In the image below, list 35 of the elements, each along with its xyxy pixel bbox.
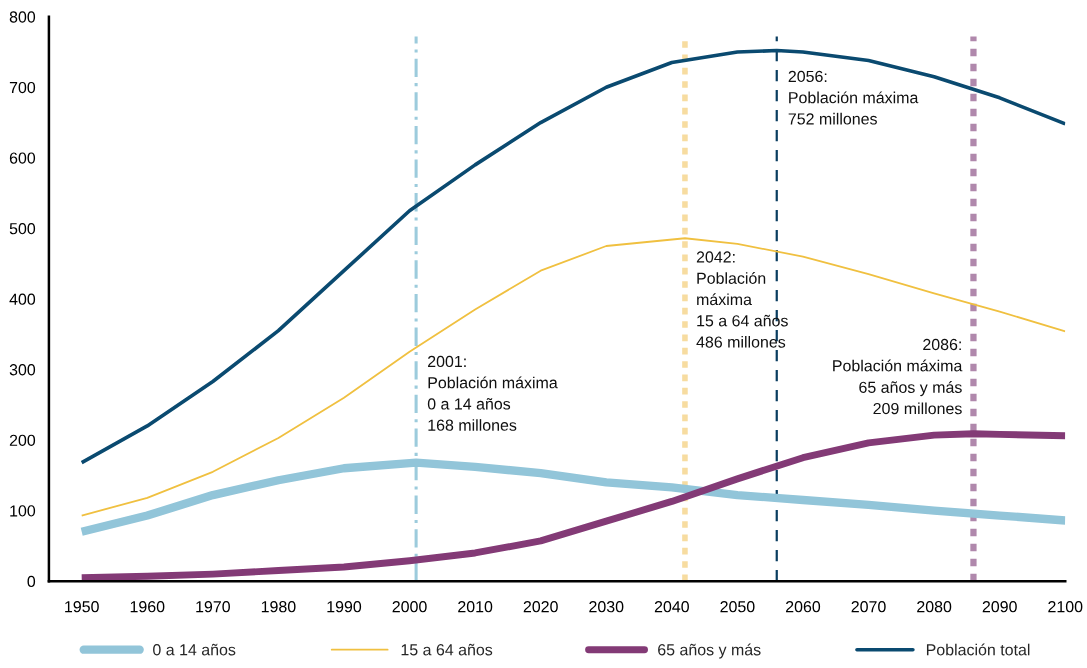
x-tick-label: 2020 [523,601,558,613]
x-tick-label: 2010 [458,601,493,613]
ref-line-label: 2042: Población máxima 15 a 64 años 486 millones [696,251,788,348]
x-tick-label: 1960 [130,601,165,613]
ref-line-label: 2001: Población máxima 0 a 14 años 168 millones [427,355,558,431]
x-tick-label: 2030 [589,601,624,613]
y-tick-label: 100 [10,505,36,517]
legend-label: Población total [926,643,1030,656]
x-tick-label: 2060 [786,601,821,613]
x-tick-label: 1970 [196,601,230,613]
x-tick-label: 2100 [1048,601,1083,613]
y-tick-label: 700 [9,81,36,94]
y-tick-label: 800 [9,11,36,23]
line-series [79,48,1066,465]
x-tick-label: 1950 [65,601,99,613]
y-tick-label: 0 [27,575,36,588]
y-tick-label: 200 [9,434,36,446]
x-tick-label: 1980 [261,601,296,613]
x-tick-label: 2040 [654,601,689,613]
x-tick-label: 2000 [392,601,427,613]
y-tick-label: 400 [9,293,36,305]
x-tick-label: 2080 [917,601,952,613]
x-tick-label: 2090 [982,601,1017,613]
x-tick-label: 2050 [720,601,755,613]
y-tick-label: 500 [9,223,36,235]
x-tick-label: 2070 [851,601,886,613]
line-series [80,237,1066,517]
y-tick-label: 600 [9,152,36,164]
x-tick-label: 1990 [327,601,362,613]
y-tick-label: 300 [9,364,36,376]
legend-label: 65 años y más [658,643,761,659]
legend-label: 0 a 14 años [153,643,236,656]
ref-line-label: 2056: Población máxima 752 millones [788,70,919,125]
ref-line-label: 2086: Población máxima 65 años y más 209 millones [833,338,963,415]
legend-label: 15 a 64 años [401,643,493,656]
